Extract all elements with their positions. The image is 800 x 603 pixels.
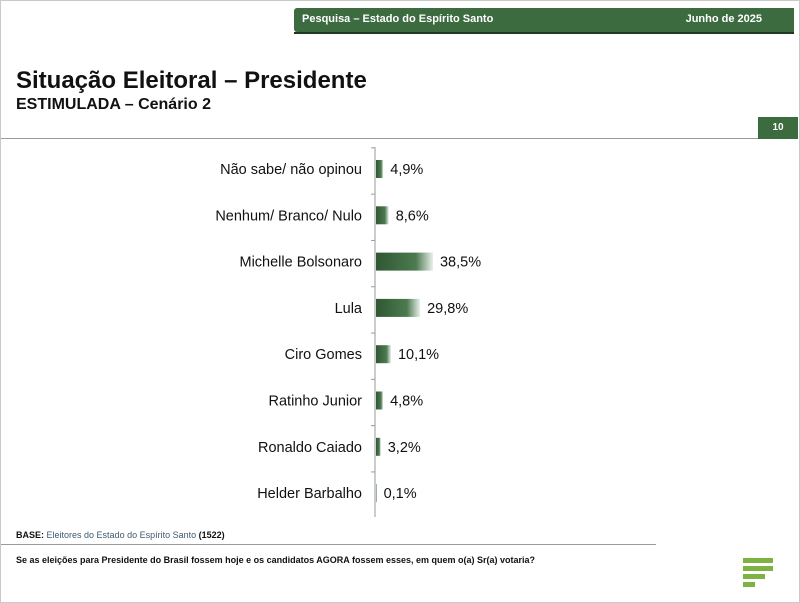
- data-label: 38,5%: [440, 255, 481, 271]
- data-label: 4,9%: [390, 162, 423, 178]
- page-title: Situação Eleitoral – Presidente: [16, 67, 367, 94]
- bars-group: Não sabe/ não opinou 4,9% Nenhum/ Branco/ …: [215, 147, 481, 517]
- bar: [376, 206, 389, 225]
- data-label: 4,8%: [390, 394, 423, 410]
- base-text: Eleitores do Estado do Espírito Santo: [46, 530, 197, 540]
- base-note: BASE: Eleitores do Estado do Espírito Sa…: [16, 530, 225, 540]
- title-divider: [1, 138, 758, 139]
- bar: [376, 298, 421, 317]
- bar: [376, 437, 381, 456]
- data-label: 10,1%: [398, 347, 439, 363]
- category-label: Michelle Bolsonaro: [239, 255, 362, 271]
- base-count: (1522): [198, 530, 225, 540]
- survey-question: Se as eleições para Presidente do Brasil…: [16, 555, 536, 565]
- bar: [376, 160, 384, 178]
- bar: [376, 345, 391, 364]
- base-label: BASE:: [16, 530, 45, 540]
- category-label: Nenhum/ Branco/ Nulo: [215, 208, 362, 224]
- bar: [376, 391, 384, 410]
- page-subtitle: ESTIMULADA – Cenário 2: [16, 96, 211, 113]
- data-label: 0,1%: [384, 486, 417, 502]
- bar: [376, 484, 377, 503]
- category-label: Ratinho Junior: [269, 394, 363, 410]
- data-label: 8,6%: [396, 208, 429, 224]
- category-label: Helder Barbalho: [257, 486, 362, 502]
- survey-date: Junho de 2025: [685, 13, 762, 25]
- page-number-badge: 10: [758, 117, 798, 139]
- category-label: Lula: [335, 301, 363, 317]
- data-label: 3,2%: [388, 440, 421, 456]
- company-logo-icon: [743, 558, 773, 587]
- bar: [376, 252, 433, 271]
- category-label: Não sabe/ não opinou: [220, 162, 362, 178]
- category-label: Ciro Gomes: [285, 347, 362, 363]
- footer-divider: [1, 544, 656, 545]
- data-label: 29,8%: [427, 301, 468, 317]
- survey-title: Pesquisa – Estado do Espírito Santo: [302, 13, 494, 25]
- bar-chart: Não sabe/ não opinou 4,9% Nenhum/ Branco/ …: [215, 147, 481, 517]
- header-bar: Pesquisa – Estado do Espírito Santo Junh…: [294, 8, 794, 32]
- header-underline: [294, 32, 794, 34]
- category-label: Ronaldo Caiado: [258, 440, 362, 456]
